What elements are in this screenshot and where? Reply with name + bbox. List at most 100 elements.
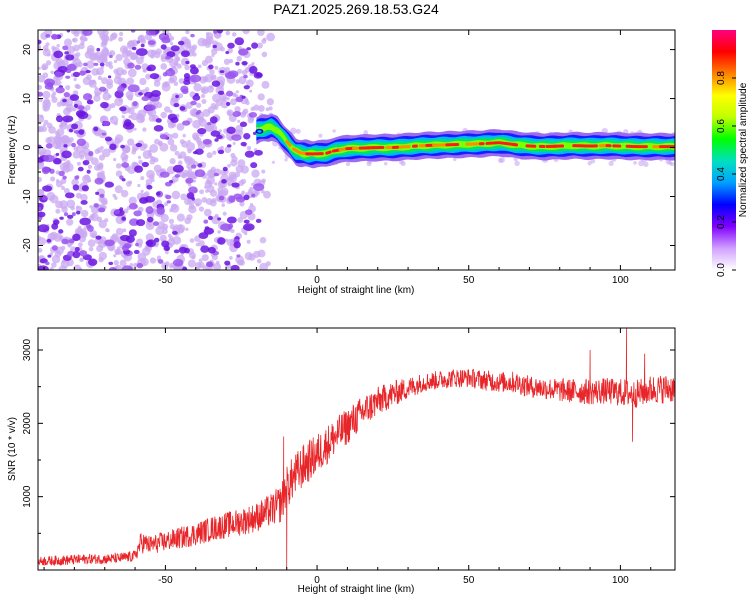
noise-dot — [153, 51, 161, 59]
noise-dot — [100, 197, 108, 205]
noise-dot — [45, 60, 52, 66]
colorbar-tick-label: 0.8 — [716, 71, 727, 85]
noise-dot — [237, 259, 244, 266]
noise-dot — [149, 257, 157, 264]
noise-dot — [225, 30, 231, 36]
noise-dot — [199, 76, 207, 84]
noise-dot — [101, 39, 108, 46]
noise-blob — [86, 169, 91, 174]
noise-blob — [172, 164, 184, 173]
noise-blob — [244, 150, 255, 158]
noise-blob — [62, 45, 69, 51]
noise-blob — [145, 240, 154, 246]
noise-blob — [213, 172, 219, 177]
noise-blob — [82, 30, 93, 36]
noise-dot — [212, 75, 216, 79]
noise-dot — [60, 259, 70, 269]
noise-dot — [110, 103, 116, 109]
noise-blob — [253, 183, 265, 192]
noise-blob — [114, 209, 121, 215]
noise-blob — [190, 33, 195, 38]
noise-blob — [77, 166, 84, 172]
noise-blob — [243, 219, 250, 224]
noise-dot — [209, 69, 215, 75]
noise-blob — [55, 115, 63, 123]
noise-dot — [211, 215, 221, 225]
noise-dot — [265, 107, 270, 112]
noise-dot — [363, 130, 369, 135]
noise-dot — [221, 203, 225, 207]
noise-dot — [126, 77, 135, 86]
noise-dot — [118, 31, 124, 37]
noise-dot — [220, 145, 224, 150]
noise-blob — [104, 136, 112, 142]
noise-dot — [38, 237, 47, 246]
noise-blob — [55, 152, 60, 157]
noise-blob — [175, 94, 179, 99]
noise-dot — [88, 79, 95, 86]
noise-blob — [203, 219, 209, 224]
noise-blob — [235, 61, 240, 66]
noise-blob — [226, 101, 231, 106]
noise-blob — [131, 46, 137, 51]
noise-dot — [55, 80, 62, 86]
noise-blob — [196, 109, 202, 114]
noise-dot — [115, 170, 123, 177]
noise-blob — [62, 98, 67, 103]
noise-dot — [210, 102, 217, 110]
noise-dot — [72, 150, 81, 159]
noise-dot — [201, 38, 209, 46]
noise-dot — [176, 213, 185, 222]
noise-blob — [166, 200, 171, 204]
ridge-peak — [285, 139, 292, 147]
noise-blob — [145, 30, 156, 36]
noise-dot — [169, 208, 174, 213]
noise-dot — [169, 74, 178, 83]
noise-dot — [98, 220, 107, 229]
noise-blob — [58, 229, 64, 234]
noise-blob — [217, 90, 225, 95]
noise-blob — [183, 76, 191, 82]
noise-blob — [182, 120, 191, 126]
noise-dot — [38, 46, 42, 52]
noise-blob — [98, 207, 106, 213]
noise-dot — [168, 218, 175, 224]
noise-blob — [165, 194, 172, 200]
noise-dot — [187, 259, 196, 268]
noise-dot — [51, 262, 57, 268]
noise-dot — [499, 157, 505, 163]
noise-blob — [246, 47, 252, 51]
noise-dot — [61, 206, 68, 213]
noise-blob — [108, 261, 114, 266]
noise-dot — [137, 155, 142, 159]
noise-blob — [41, 166, 50, 175]
noise-blob — [132, 101, 138, 107]
noise-blob — [159, 134, 169, 140]
noise-dot — [179, 139, 185, 145]
noise-blob — [53, 50, 64, 59]
noise-dot — [108, 245, 115, 251]
snr-frame — [37, 327, 676, 571]
noise-dot — [259, 236, 267, 244]
noise-dot — [79, 35, 87, 43]
noise-blob — [71, 212, 76, 217]
noise-dot — [50, 70, 54, 74]
noise-dot — [110, 117, 114, 121]
noise-blob — [243, 74, 248, 79]
spectrogram-x-tick-label: 0 — [314, 275, 320, 286]
noise-dot — [587, 161, 592, 166]
noise-dot — [209, 85, 213, 89]
noise-blob — [120, 234, 130, 242]
snr-y-tick-label: 1000 — [22, 485, 33, 508]
noise-blob — [236, 254, 241, 258]
noise-blob — [145, 104, 156, 112]
noise-blob — [194, 92, 199, 97]
noise-dot — [47, 136, 56, 145]
noise-dot — [97, 75, 103, 81]
noise-blob — [243, 85, 250, 90]
noise-dot — [240, 111, 246, 118]
noise-dot — [131, 161, 137, 168]
noise-dot — [159, 234, 167, 242]
noise-dot — [202, 265, 208, 270]
noise-blob — [245, 209, 253, 216]
